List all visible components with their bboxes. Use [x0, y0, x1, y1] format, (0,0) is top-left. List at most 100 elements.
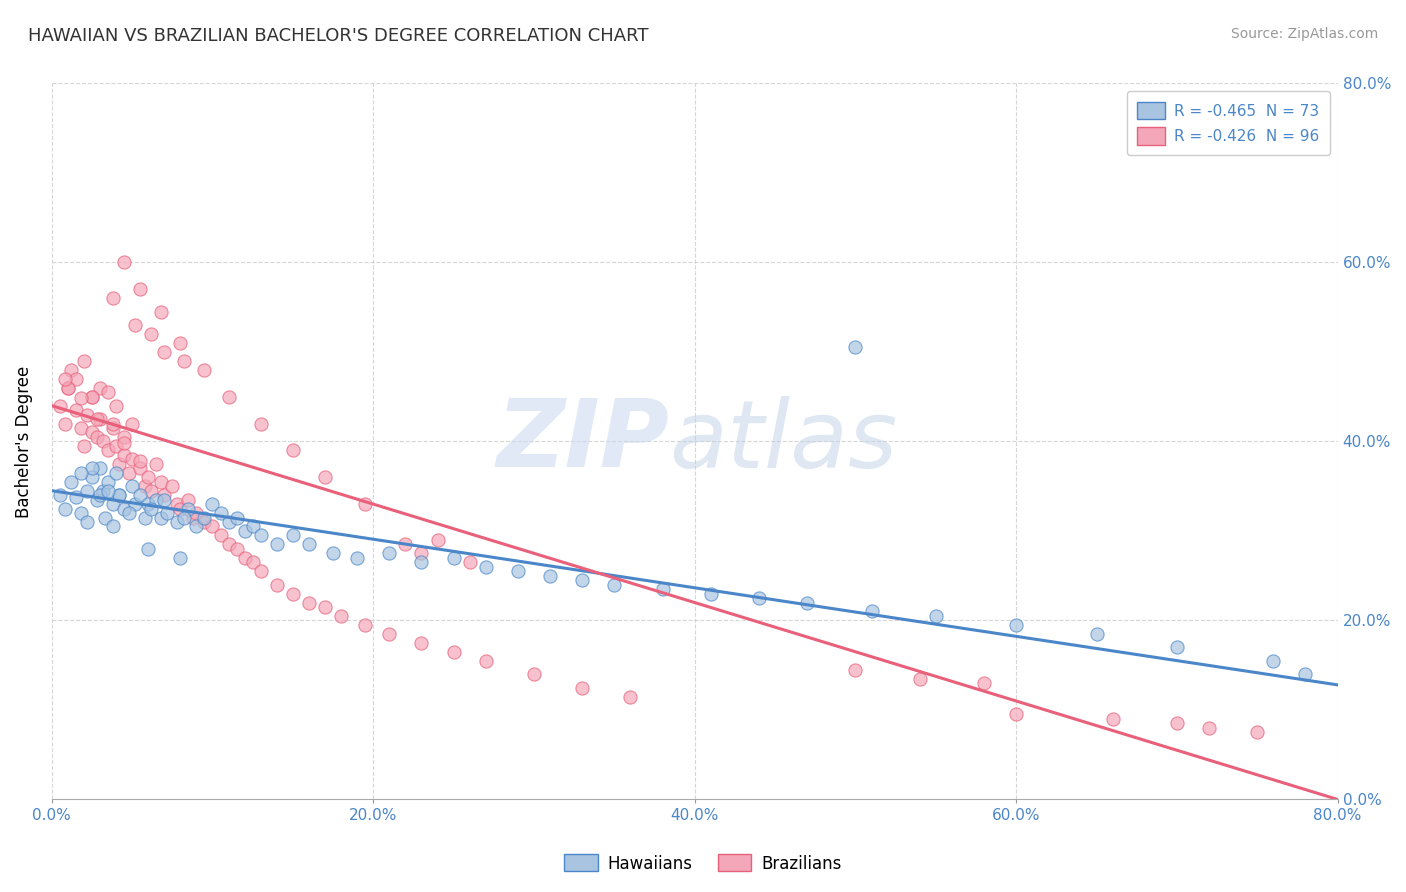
Point — [153, 492, 176, 507]
Point — [1246, 725, 1268, 739]
Point — [97, 385, 120, 400]
Point — [69, 392, 91, 406]
Point — [1005, 707, 1028, 722]
Point — [281, 443, 304, 458]
Point — [411, 636, 433, 650]
Point — [49, 488, 72, 502]
Point — [141, 326, 163, 341]
Point — [346, 550, 368, 565]
Point — [181, 510, 204, 524]
Point — [1295, 667, 1317, 681]
Point — [60, 363, 83, 377]
Point — [112, 255, 135, 269]
Point — [73, 354, 96, 368]
Point — [108, 488, 131, 502]
Point — [94, 510, 117, 524]
Text: atlas: atlas — [669, 396, 897, 487]
Point — [124, 318, 146, 332]
Legend: R = -0.465  N = 73, R = -0.426  N = 96: R = -0.465 N = 73, R = -0.426 N = 96 — [1126, 91, 1330, 155]
Point — [105, 439, 128, 453]
Point — [80, 390, 103, 404]
Point — [76, 515, 98, 529]
Text: ZIP: ZIP — [496, 395, 669, 487]
Point — [80, 461, 103, 475]
Point — [281, 528, 304, 542]
Point — [443, 550, 465, 565]
Point — [129, 461, 152, 475]
Point — [101, 421, 124, 435]
Point — [118, 506, 141, 520]
Point — [1166, 716, 1188, 731]
Point — [242, 519, 264, 533]
Point — [97, 483, 120, 498]
Point — [65, 490, 87, 504]
Point — [91, 483, 114, 498]
Point — [134, 510, 156, 524]
Point — [73, 439, 96, 453]
Point — [53, 372, 76, 386]
Point — [118, 466, 141, 480]
Point — [145, 492, 167, 507]
Point — [112, 430, 135, 444]
Point — [1085, 627, 1108, 641]
Point — [651, 582, 673, 596]
Point — [225, 510, 247, 524]
Point — [91, 434, 114, 449]
Point — [266, 577, 288, 591]
Point — [141, 483, 163, 498]
Point — [474, 654, 496, 668]
Point — [101, 291, 124, 305]
Point — [86, 430, 108, 444]
Point — [411, 555, 433, 569]
Point — [322, 546, 344, 560]
Point — [378, 627, 401, 641]
Point — [145, 457, 167, 471]
Point — [796, 596, 818, 610]
Point — [76, 408, 98, 422]
Point — [186, 519, 208, 533]
Point — [112, 448, 135, 462]
Point — [121, 417, 143, 431]
Point — [129, 454, 152, 468]
Point — [173, 354, 195, 368]
Point — [97, 443, 120, 458]
Point — [86, 492, 108, 507]
Point — [162, 479, 184, 493]
Point — [76, 483, 98, 498]
Point — [80, 390, 103, 404]
Point — [156, 506, 179, 520]
Point — [56, 381, 79, 395]
Point — [411, 546, 433, 560]
Point — [173, 510, 195, 524]
Point — [619, 690, 641, 704]
Point — [925, 609, 948, 624]
Point — [166, 497, 188, 511]
Point — [1263, 654, 1285, 668]
Point — [150, 510, 173, 524]
Point — [69, 506, 91, 520]
Point — [378, 546, 401, 560]
Point — [69, 421, 91, 435]
Point — [233, 524, 256, 538]
Point — [298, 596, 321, 610]
Point — [354, 618, 377, 632]
Point — [233, 550, 256, 565]
Point — [474, 559, 496, 574]
Point — [1101, 712, 1123, 726]
Point — [973, 676, 995, 690]
Point — [177, 501, 200, 516]
Point — [314, 600, 336, 615]
Point — [314, 470, 336, 484]
Point — [1166, 640, 1188, 655]
Point — [56, 381, 79, 395]
Point — [209, 506, 232, 520]
Point — [86, 412, 108, 426]
Point — [844, 663, 866, 677]
Point — [218, 537, 240, 551]
Point — [153, 345, 176, 359]
Point — [105, 399, 128, 413]
Point — [249, 417, 271, 431]
Point — [860, 605, 883, 619]
Point — [112, 501, 135, 516]
Point — [80, 425, 103, 440]
